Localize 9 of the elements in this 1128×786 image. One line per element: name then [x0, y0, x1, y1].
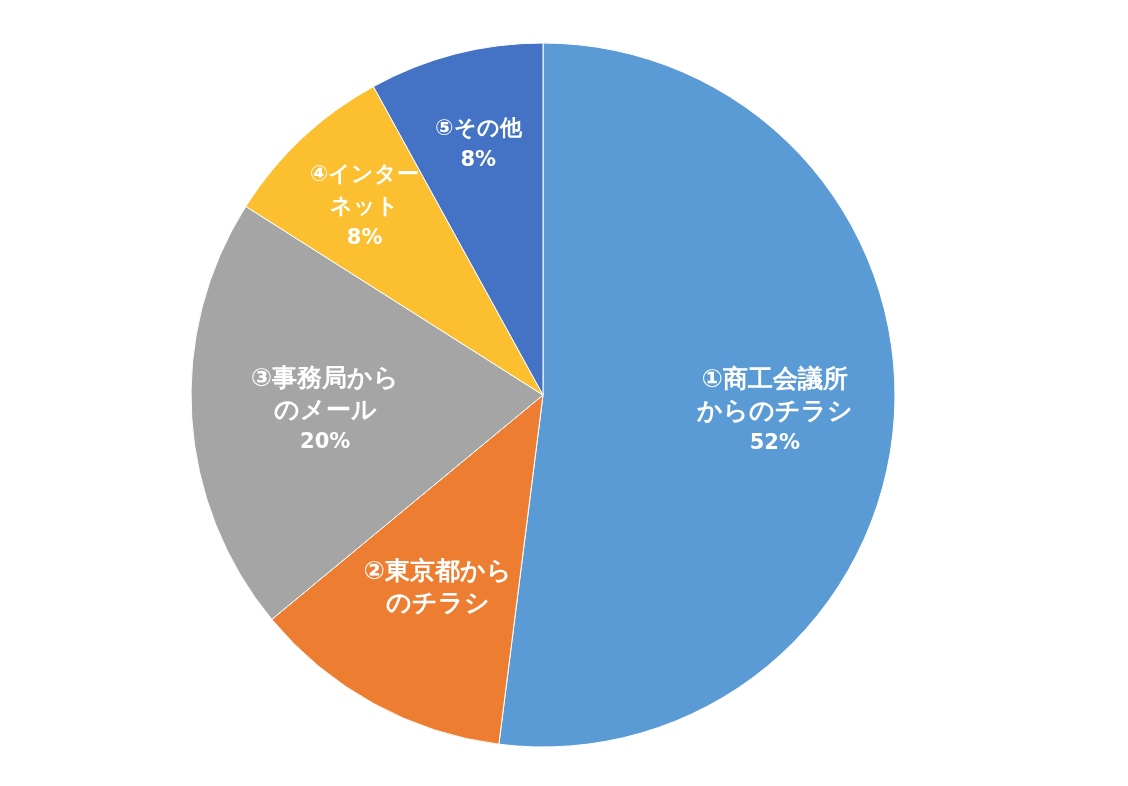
data-label: 20% [300, 428, 351, 453]
slice-label: ⑤その他 [434, 114, 523, 140]
data-label: 8% [346, 225, 383, 250]
data-label: 52% [749, 429, 800, 454]
slice-label: ③事務局からのメール [251, 362, 400, 424]
data-label: 8% [460, 146, 497, 171]
slice-label: ①商工会議所からのチラシ [695, 363, 853, 425]
slice-label: ④インターネット [309, 160, 420, 218]
slice-label: ②東京都からのチラシ [363, 555, 512, 617]
